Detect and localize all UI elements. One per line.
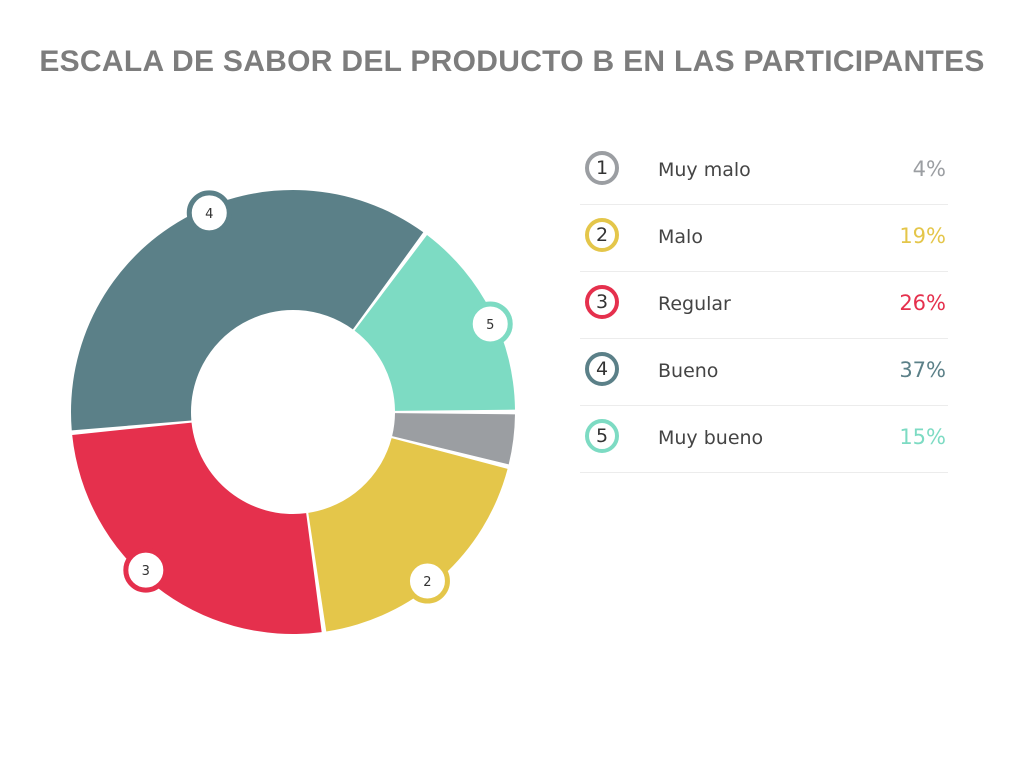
slice-marker-2: 2 bbox=[404, 558, 450, 604]
donut-chart: 2 3 4 5 bbox=[71, 189, 515, 634]
legend-item-4: 4 Bueno 37% bbox=[580, 339, 948, 406]
legend-number-badge: 3 bbox=[585, 285, 619, 319]
slice-marker-3: 3 bbox=[123, 547, 169, 593]
donut-slice-1 bbox=[392, 413, 515, 465]
slice-marker-label: 3 bbox=[142, 564, 150, 579]
legend-item-2: 2 Malo 19% bbox=[580, 205, 948, 272]
legend-label: Bueno bbox=[658, 360, 719, 382]
legend-value: 4% bbox=[912, 157, 946, 181]
legend-item-5: 5 Muy bueno 15% bbox=[580, 406, 948, 473]
legend-item-3: 3 Regular 26% bbox=[580, 272, 948, 339]
donut-slice-2 bbox=[308, 438, 508, 632]
slice-marker-5: 5 bbox=[467, 301, 513, 347]
slice-marker-4: 4 bbox=[186, 190, 232, 236]
slice-marker-label: 4 bbox=[205, 207, 213, 222]
legend-label: Regular bbox=[658, 293, 731, 315]
legend-number-badge: 4 bbox=[585, 352, 619, 386]
legend-value: 26% bbox=[899, 291, 946, 315]
legend-number-badge: 1 bbox=[585, 151, 619, 185]
chart-legend: 1 Muy malo 4% 2 Malo 19% 3 Regular 26% 4 Bueno 37% 5… bbox=[580, 138, 948, 473]
legend-number-badge: 5 bbox=[585, 419, 619, 453]
legend-value: 19% bbox=[899, 224, 946, 248]
legend-label: Muy malo bbox=[658, 159, 751, 181]
legend-label: Malo bbox=[658, 226, 703, 248]
chart-title: ESCALA DE SABOR DEL PRODUCTO B EN LAS PA… bbox=[39, 45, 985, 78]
donut-slice-4 bbox=[71, 189, 424, 431]
donut-slice-3 bbox=[72, 422, 322, 634]
slice-marker-label: 5 bbox=[486, 318, 494, 333]
legend-label: Muy bueno bbox=[658, 427, 764, 449]
legend-item-1: 1 Muy malo 4% bbox=[580, 138, 948, 205]
legend-value: 15% bbox=[899, 425, 946, 449]
donut-slice-5 bbox=[354, 235, 515, 411]
legend-value: 37% bbox=[899, 358, 946, 382]
legend-number-badge: 2 bbox=[585, 218, 619, 252]
slice-marker-label: 2 bbox=[423, 575, 431, 590]
